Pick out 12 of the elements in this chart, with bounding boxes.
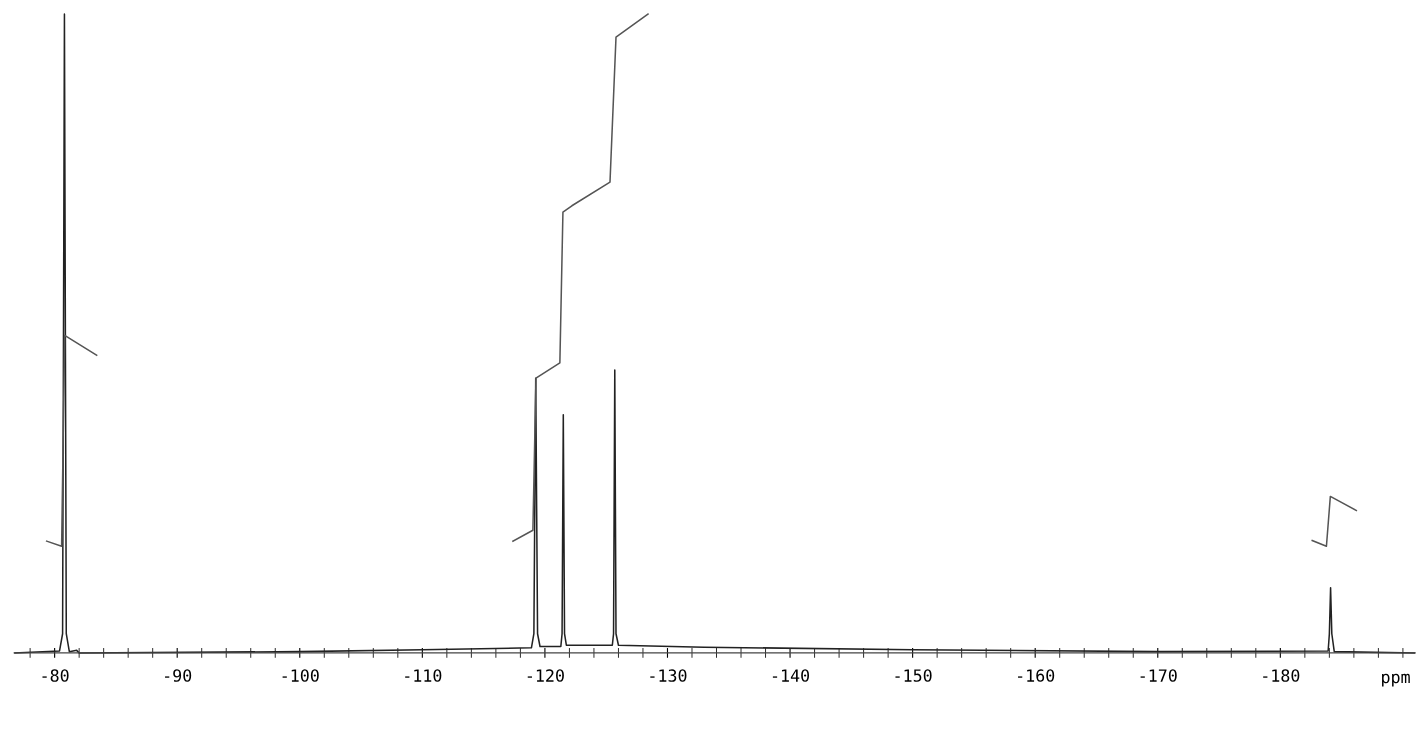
x-tick-label: -110 [405, 669, 442, 682]
x-tick-label: -160 [1018, 669, 1055, 682]
x-tick-label: -140 [772, 669, 810, 682]
x-tick-label: -170 [1140, 669, 1177, 682]
x-tick-label: -80 [42, 669, 69, 682]
x-tick-label: -120 [527, 669, 564, 682]
x-axis-title: ppm [1382, 673, 1410, 687]
x-tick-label: -150 [895, 669, 932, 682]
x-tick-label: -180 [1263, 669, 1300, 682]
x-tick-label: -100 [282, 669, 319, 682]
x-tick-label: -130 [650, 669, 687, 682]
x-tick-label: -90 [165, 669, 192, 682]
